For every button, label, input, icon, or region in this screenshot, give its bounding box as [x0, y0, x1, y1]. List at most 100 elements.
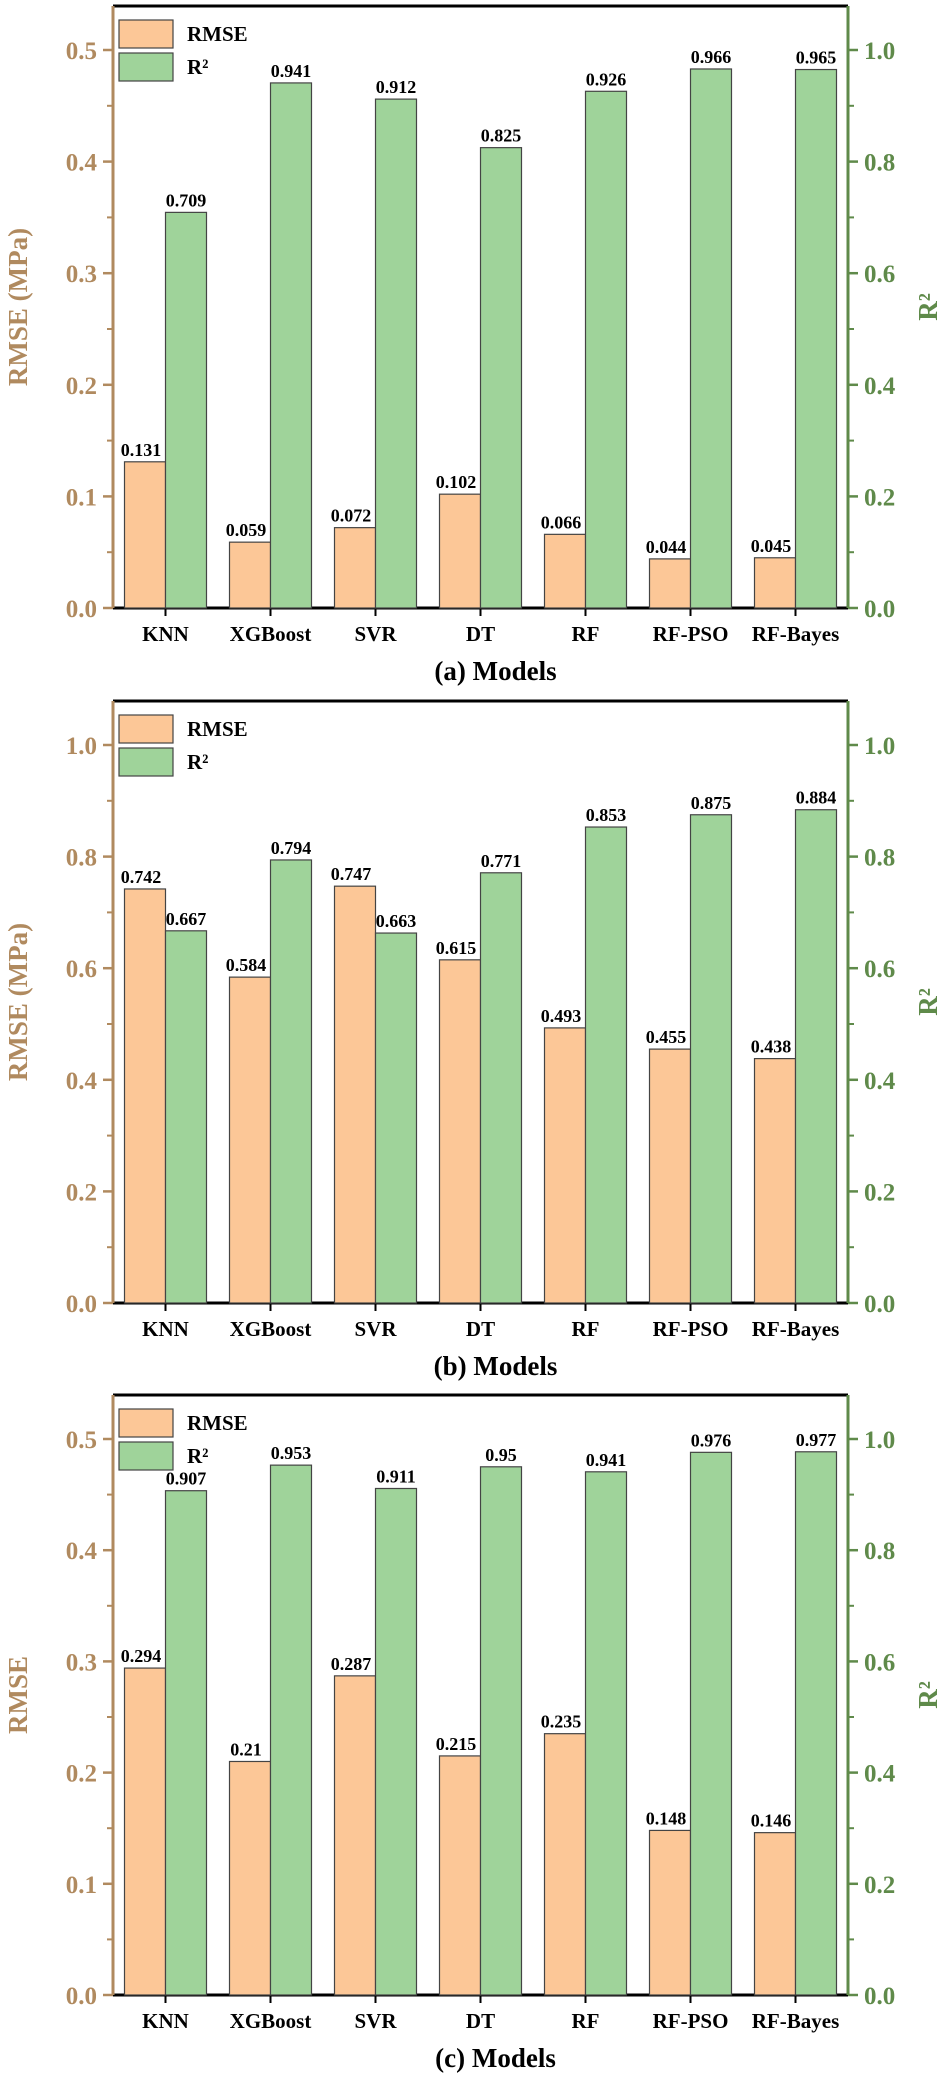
- rmse-data-label: 0.131: [121, 440, 162, 460]
- rmse-data-label: 0.21: [230, 1739, 262, 1759]
- r2-data-label: 0.907: [166, 1469, 207, 1489]
- r2-data-label: 0.771: [481, 851, 522, 871]
- r2-data-label: 0.966: [691, 47, 732, 67]
- category-label: RF-PSO: [653, 1317, 729, 1341]
- rmse-data-label: 0.584: [226, 955, 267, 975]
- r2-data-label: 0.926: [586, 69, 627, 89]
- r2-bar: [689, 68, 733, 609]
- right-tick-label: 0.4: [864, 373, 896, 400]
- right-tick-label: 0.2: [864, 484, 895, 511]
- category-label: KNN: [142, 622, 189, 646]
- right-tick-label: 0.4: [864, 1761, 896, 1788]
- legend-swatch-r2: [118, 1441, 174, 1471]
- right-tick-label: 0.0: [864, 1983, 895, 2010]
- rmse-data-label: 0.102: [436, 472, 477, 492]
- right-tick-label: 0.6: [864, 261, 895, 288]
- right-axis-title: R²: [913, 988, 943, 1016]
- category-label: DT: [466, 1317, 495, 1341]
- chart-panel-b: 0.0 0.2 0.4 0.6 0.8 1.0 0.0 0.2 0.4 0.6 0.8 1.0 KNN 0…: [3, 699, 943, 1381]
- rmse-bar: [438, 1755, 482, 1996]
- x-axis-title: (b) Models: [434, 1351, 558, 1381]
- legend-swatch-rmse: [118, 714, 174, 744]
- r2-data-label: 0.709: [166, 190, 207, 210]
- r2-bar: [164, 211, 208, 609]
- r2-data-label: 0.95: [485, 1445, 517, 1465]
- category-label: KNN: [142, 2009, 189, 2033]
- r2-bar: [374, 98, 418, 609]
- left-tick-label: 0.0: [66, 1291, 97, 1318]
- r2-bar: [479, 147, 523, 609]
- rmse-data-label: 0.045: [751, 536, 792, 556]
- left-axis-title: RMSE: [3, 1656, 33, 1734]
- category-label: SVR: [354, 622, 397, 646]
- rmse-bar: [753, 1832, 797, 1996]
- left-tick-label: 0.2: [66, 1761, 97, 1788]
- r2-bar: [479, 872, 523, 1304]
- right-tick-label: 0.6: [864, 1649, 895, 1676]
- r2-data-label: 0.853: [586, 805, 627, 825]
- rmse-bar: [648, 1048, 692, 1304]
- right-tick-label: 1.0: [864, 1427, 895, 1454]
- rmse-data-label: 0.438: [751, 1037, 792, 1057]
- legend-label-r2: R²: [187, 55, 208, 79]
- r2-bar: [689, 814, 733, 1304]
- r2-bar: [584, 826, 628, 1304]
- rmse-data-label: 0.235: [541, 1712, 582, 1732]
- rmse-data-label: 0.615: [436, 938, 477, 958]
- rmse-bar: [753, 1057, 797, 1304]
- left-axis-title: RMSE (MPa): [3, 923, 33, 1081]
- category-label: XGBoost: [230, 2009, 312, 2033]
- r2-bar: [689, 1451, 733, 1996]
- r2-data-label: 0.884: [796, 788, 837, 808]
- rmse-data-label: 0.742: [121, 867, 162, 887]
- r2-data-label: 0.941: [586, 1450, 627, 1470]
- rmse-data-label: 0.146: [751, 1811, 792, 1831]
- r2-bar: [374, 932, 418, 1304]
- rmse-bar: [333, 1675, 377, 1996]
- rmse-data-label: 0.066: [541, 512, 582, 532]
- rmse-data-label: 0.215: [436, 1734, 477, 1754]
- category-label: DT: [466, 2009, 495, 2033]
- r2-bar: [584, 1471, 628, 1996]
- legend: RMSE R²: [118, 19, 248, 82]
- legend-label-rmse: RMSE: [187, 1411, 248, 1435]
- category-label: XGBoost: [230, 622, 312, 646]
- r2-bar: [479, 1466, 523, 1996]
- rmse-data-label: 0.059: [226, 520, 267, 540]
- x-axis-title: (a) Models: [434, 656, 556, 686]
- category-label: SVR: [354, 1317, 397, 1341]
- right-tick-label: 0.2: [864, 1872, 895, 1899]
- rmse-data-label: 0.148: [646, 1808, 687, 1828]
- r2-data-label: 0.941: [271, 61, 312, 81]
- category-label: XGBoost: [230, 1317, 312, 1341]
- right-axis-title: R²: [913, 1681, 943, 1709]
- rmse-bar: [438, 959, 482, 1304]
- legend-swatch-rmse: [118, 19, 174, 49]
- left-tick-label: 0.2: [66, 373, 97, 400]
- right-tick-label: 0.2: [864, 1179, 895, 1206]
- category-label: RF-PSO: [653, 2009, 729, 2033]
- legend-label-rmse: RMSE: [187, 717, 248, 741]
- legend-swatch-r2: [118, 52, 174, 82]
- right-tick-label: 0.8: [864, 845, 895, 872]
- r2-bar: [269, 1464, 313, 1996]
- left-tick-label: 0.3: [66, 261, 97, 288]
- r2-data-label: 0.825: [481, 126, 522, 146]
- right-tick-label: 0.0: [864, 1291, 895, 1318]
- r2-data-label: 0.976: [691, 1430, 732, 1450]
- rmse-bar: [543, 1027, 587, 1304]
- left-tick-label: 0.0: [66, 596, 97, 623]
- left-tick-label: 1.0: [66, 733, 97, 760]
- r2-bar: [794, 68, 838, 609]
- legend: RMSE R²: [118, 1408, 248, 1471]
- rmse-data-label: 0.493: [541, 1006, 582, 1026]
- left-tick-label: 0.6: [66, 956, 97, 983]
- rmse-data-label: 0.294: [121, 1646, 162, 1666]
- rmse-data-label: 0.287: [331, 1654, 372, 1674]
- r2-bar: [269, 859, 313, 1304]
- category-label: RF-Bayes: [752, 622, 840, 646]
- rmse-data-label: 0.747: [331, 864, 372, 884]
- left-tick-label: 0.8: [66, 845, 97, 872]
- chart-panel-a: 0.0 0.1 0.2 0.3 0.4 0.5 0.0 0.2 0.4 0.6 0.8 1.0 KNN 0…: [3, 4, 943, 686]
- category-label: KNN: [142, 1317, 189, 1341]
